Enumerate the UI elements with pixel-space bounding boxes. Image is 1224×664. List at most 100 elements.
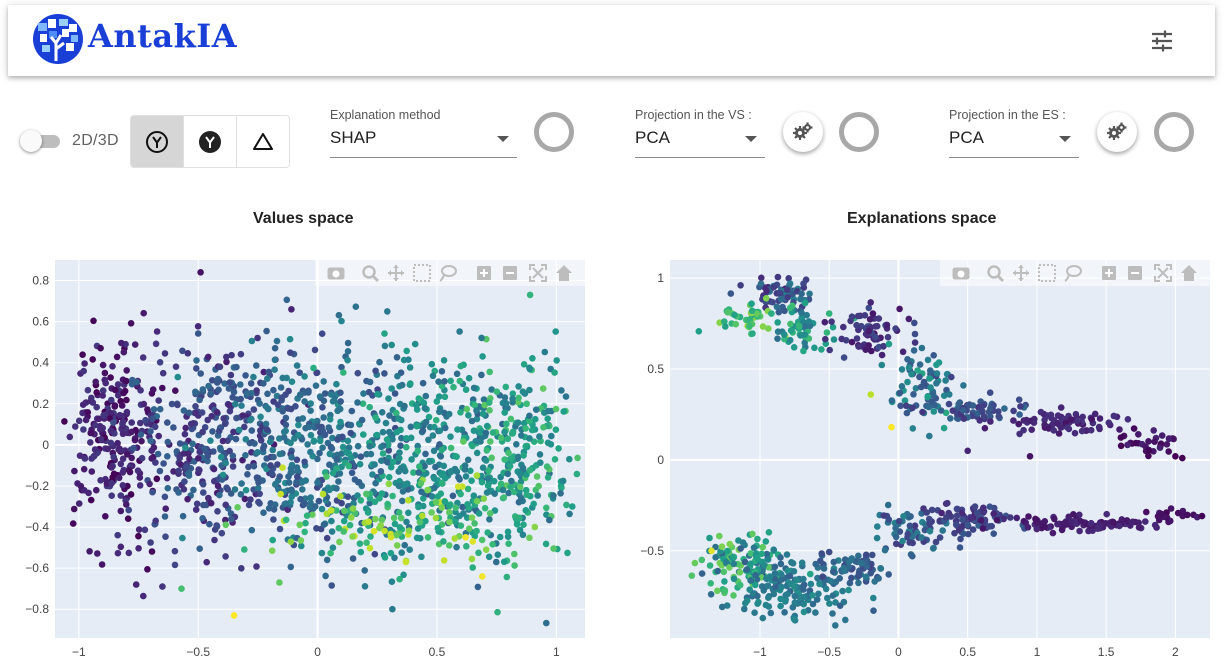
data-point — [872, 333, 879, 341]
data-point — [474, 583, 482, 591]
data-point — [69, 520, 77, 527]
data-point — [867, 569, 874, 577]
data-point — [372, 414, 379, 421]
data-point — [1015, 396, 1023, 403]
vs-projection-settings-button[interactable] — [783, 112, 823, 152]
data-point — [150, 444, 158, 451]
zoom-in-icon[interactable] — [1102, 266, 1116, 280]
data-point — [107, 374, 114, 381]
pan-icon[interactable] — [1013, 265, 1029, 281]
plot-modebar — [315, 260, 585, 286]
data-point — [267, 462, 274, 469]
x-tick-label: 0.5 — [959, 645, 976, 659]
data-point — [746, 322, 753, 329]
data-point — [841, 567, 848, 575]
settings-button[interactable] — [1146, 25, 1178, 57]
zoom-icon[interactable] — [987, 265, 1005, 283]
data-point — [1007, 514, 1014, 521]
data-point — [714, 587, 721, 595]
data-point — [486, 510, 494, 517]
data-point — [959, 406, 967, 414]
box-select-icon[interactable] — [413, 264, 431, 282]
data-point — [298, 542, 305, 550]
data-point — [182, 444, 189, 452]
data-point — [1020, 517, 1028, 525]
vs-projection-select[interactable]: Projection in the VS : PCA — [635, 106, 765, 158]
home-icon[interactable] — [556, 265, 572, 281]
data-point — [87, 439, 94, 446]
data-point — [333, 485, 340, 492]
data-point — [282, 516, 290, 524]
explanations-space-plot[interactable]: −1 −0.5 0 0.5 1 1.5 2 −0.5 0 0.5 1 — [612, 250, 1222, 664]
data-point — [200, 489, 207, 496]
color-residual-button[interactable] — [236, 116, 289, 167]
data-point — [146, 480, 153, 488]
data-point — [813, 596, 821, 603]
data-point — [383, 436, 391, 443]
data-point — [720, 568, 728, 576]
box-select-icon[interactable] — [1038, 264, 1056, 282]
data-point — [824, 594, 831, 602]
data-point — [933, 380, 940, 387]
data-point — [253, 387, 260, 394]
es-projection-select[interactable]: Projection in the ES : PCA — [949, 106, 1079, 158]
data-point — [241, 495, 249, 503]
data-point — [906, 539, 913, 546]
data-point — [917, 383, 925, 391]
data-point — [102, 379, 109, 387]
data-point — [771, 563, 779, 571]
data-point — [399, 497, 406, 505]
zoom-out-icon[interactable] — [1128, 266, 1142, 280]
data-point — [451, 465, 459, 473]
dim-switch[interactable] — [20, 130, 64, 152]
data-point — [425, 436, 432, 444]
data-point — [884, 333, 892, 341]
data-point — [71, 467, 78, 475]
data-point — [337, 493, 344, 500]
data-point — [926, 432, 933, 440]
camera-icon[interactable] — [327, 267, 345, 280]
data-point — [352, 303, 360, 310]
data-point — [904, 378, 911, 386]
data-point — [180, 486, 188, 493]
data-point — [371, 461, 378, 468]
zoom-icon[interactable] — [362, 265, 380, 283]
data-point — [468, 417, 476, 425]
es-projection-settings-button[interactable] — [1097, 112, 1137, 152]
lasso-icon[interactable] — [439, 265, 457, 282]
data-point — [90, 453, 98, 460]
data-point — [321, 390, 329, 397]
data-point — [192, 388, 199, 396]
color-y-button[interactable] — [131, 116, 183, 167]
zoom-in-icon[interactable] — [477, 266, 491, 280]
data-point — [159, 583, 166, 590]
data-point — [706, 562, 714, 569]
data-point — [484, 475, 492, 482]
data-point — [533, 473, 541, 480]
autoscale-icon[interactable] — [529, 264, 547, 282]
home-icon[interactable] — [1181, 265, 1197, 281]
data-point — [957, 535, 964, 543]
data-point — [356, 460, 364, 468]
data-point — [777, 289, 784, 297]
data-point — [265, 368, 273, 376]
data-point — [333, 380, 340, 388]
data-point — [501, 456, 509, 463]
camera-icon[interactable] — [952, 267, 970, 280]
data-point — [288, 306, 295, 313]
data-point — [109, 363, 116, 370]
data-point — [771, 575, 779, 582]
data-point — [822, 335, 829, 343]
data-point — [154, 450, 162, 458]
data-point — [484, 482, 492, 489]
data-point — [462, 473, 470, 480]
explanation-method-select[interactable]: Explanation method SHAP — [330, 106, 517, 158]
color-y-hat-button[interactable] — [183, 116, 236, 167]
data-point — [544, 415, 551, 422]
zoom-out-icon[interactable] — [503, 266, 517, 280]
autoscale-icon[interactable] — [1154, 264, 1172, 282]
values-space-plot[interactable]: −1 −0.5 0 0.5 1 −0.8 −0.6 −0.4 −0.2 0 0.2 0.4 0.6 0.8 — [0, 250, 610, 664]
data-point — [230, 612, 238, 619]
pan-icon[interactable] — [388, 265, 404, 281]
lasso-icon[interactable] — [1064, 265, 1082, 282]
